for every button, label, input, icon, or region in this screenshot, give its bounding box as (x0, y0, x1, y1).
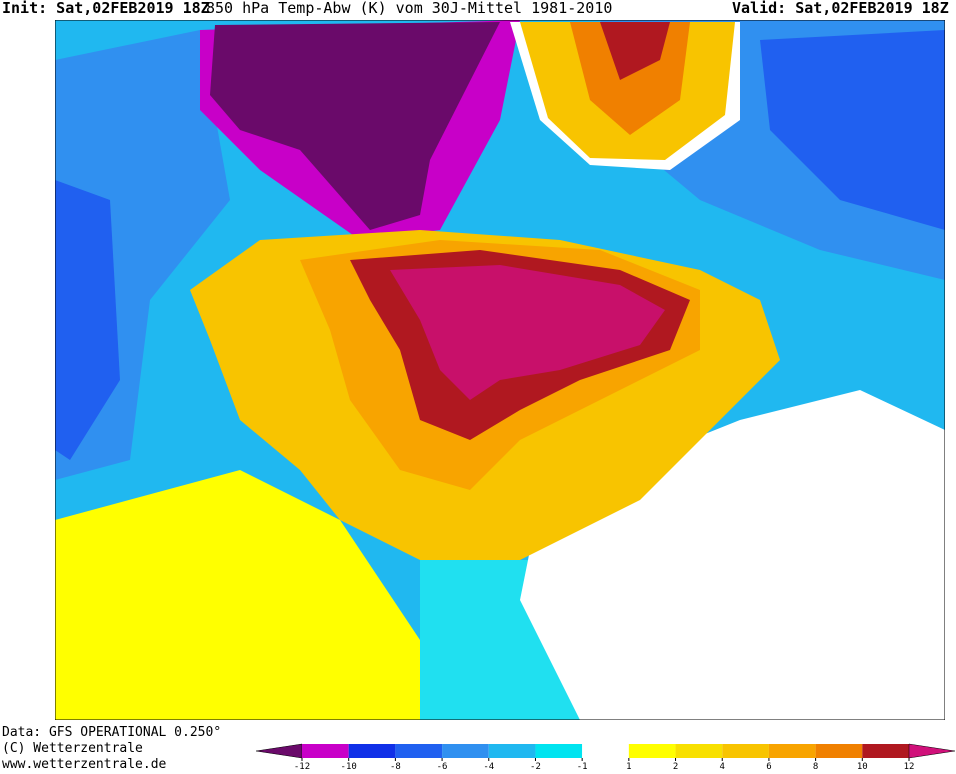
colorbar-tick-label: -12 (294, 762, 310, 770)
colorbar-segment (302, 744, 349, 758)
colorbar-tick-label: 1 (626, 762, 631, 770)
colorbar-tick-label: 4 (720, 762, 725, 770)
colorbar-segment (815, 744, 863, 758)
colorbar-tick-label: -4 (483, 762, 494, 770)
colorbar-segment (862, 744, 909, 758)
colorbar-segment (582, 744, 629, 758)
colorbar-tick-label: 8 (813, 762, 818, 770)
colorbar-segment (442, 744, 489, 758)
footer-line: Data: GFS OPERATIONAL 0.250° (2, 725, 221, 740)
colorbar-segment (768, 744, 816, 758)
colorbar-segment (628, 744, 676, 758)
colorbar-tick-label: -2 (530, 762, 541, 770)
map (55, 20, 945, 720)
colorbar-tick-label: -6 (437, 762, 448, 770)
anomaly-area (55, 180, 120, 460)
anomaly-area (210, 22, 500, 230)
colorbar-tick-label: 6 (766, 762, 771, 770)
footer-line: (C) Wetterzentrale (2, 741, 143, 756)
colorbar-segment (488, 744, 536, 758)
colorbar-segment (535, 744, 583, 758)
colorbar-tick-label: 2 (673, 762, 678, 770)
colorbar-segment (675, 744, 723, 758)
colorbar: -12 -10 -8 -6 -4 -2 -1 1 2 4 6 8 10 12 (255, 743, 956, 772)
anomaly-area (55, 470, 420, 720)
anomaly-area (600, 22, 670, 80)
init-label: Init: Sat,02FEB2019 18Z (2, 0, 210, 17)
colorbar-segment (395, 744, 443, 758)
colorbar-tick-label: 12 (904, 762, 915, 770)
anomaly-area (390, 265, 665, 400)
colorbar-arrow (255, 743, 303, 759)
map-title: 850 hPa Temp-Abw (K) vom 30J-Mittel 1981… (206, 0, 612, 17)
colorbar-tick-label: -1 (577, 762, 588, 770)
colorbar-arrow (908, 743, 956, 759)
colorbar-segment (722, 744, 769, 758)
valid-label: Valid: Sat,02FEB2019 18Z (732, 0, 949, 17)
colorbar-tick-label: -8 (390, 762, 401, 770)
colorbar-segment (348, 744, 396, 758)
colorbar-tick-label: -10 (341, 762, 357, 770)
colorbar-tick-label: 10 (857, 762, 868, 770)
footer-line: www.wetterzentrale.de (2, 757, 167, 770)
anomaly-area (760, 30, 945, 230)
